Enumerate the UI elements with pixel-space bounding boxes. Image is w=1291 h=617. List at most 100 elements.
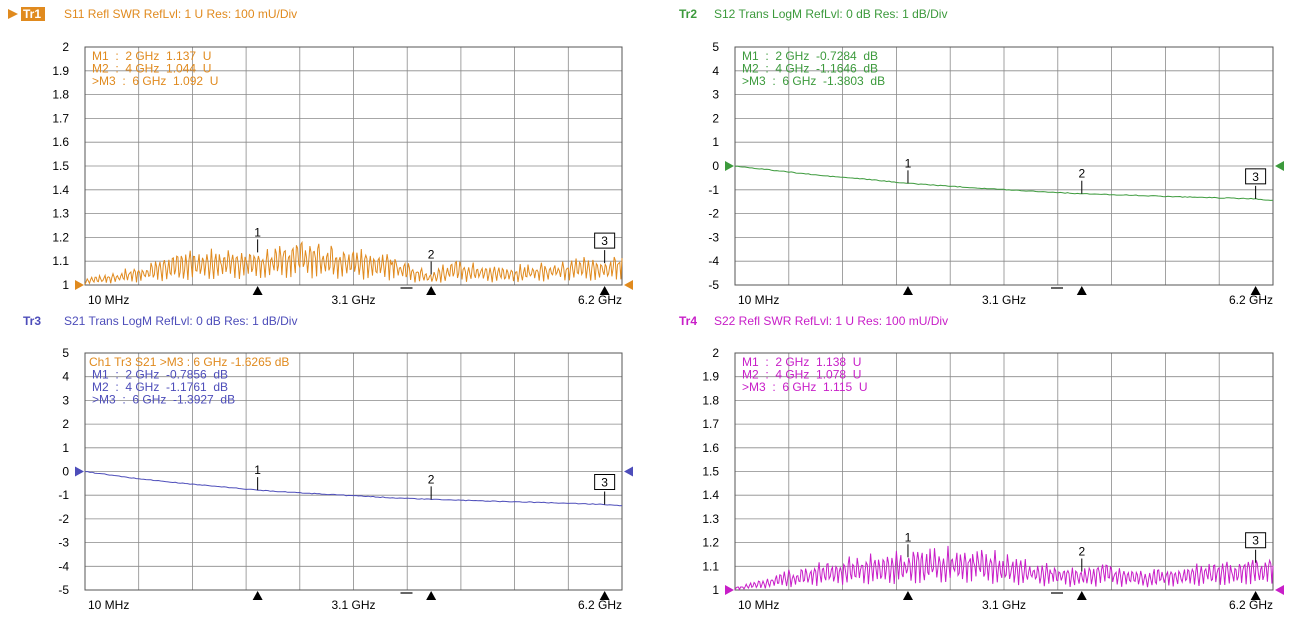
- y-tick-label: 2: [62, 417, 69, 431]
- y-tick-label: 0: [62, 465, 69, 479]
- trace-line: [734, 545, 1274, 591]
- marker-readout-line: M2 : 4 GHz -1.1646 dB: [742, 62, 878, 76]
- trace-panel-tr2: Tr2 S12 Trans LogM RefLvl: 0 dB Res: 1 dB…: [679, 7, 1284, 307]
- y-tick-label: -1: [708, 183, 719, 197]
- y-tick-label: 2: [712, 111, 719, 125]
- marker-readout-line: M2 : 4 GHz 1.078 U: [742, 368, 861, 382]
- marker-position-triangle-icon[interactable]: [426, 591, 437, 600]
- y-tick-label: 1.8: [702, 393, 719, 407]
- active-marker-box: [1245, 168, 1267, 185]
- marker-readout-line: M2 : 4 GHz 1.044 U: [92, 62, 211, 76]
- x-tick-label-stop: 6.2 GHz: [578, 598, 622, 612]
- marker-label: 1: [254, 225, 261, 239]
- marker-2[interactable]: 2: [428, 248, 435, 275]
- marker-position-triangle-icon[interactable]: [902, 591, 913, 600]
- y-tick-label: -5: [708, 278, 719, 292]
- reference-level-left-arrow-icon[interactable]: [725, 585, 734, 595]
- active-marker-box: [594, 474, 616, 491]
- marker-2[interactable]: 2: [428, 472, 435, 500]
- marker-label: 1: [905, 530, 912, 544]
- active-trace-tag-bg: [21, 7, 45, 21]
- marker-readout-line: M2 : 4 GHz -1.1761 dB: [92, 380, 228, 394]
- y-tick-label: 1.8: [52, 88, 69, 102]
- y-tick-label: 1: [62, 441, 69, 455]
- marker-readout-line: >M3 : 6 GHz -1.3927 dB: [92, 393, 235, 407]
- marker-readout-line: >M3 : 6 GHz -1.3803 dB: [742, 74, 885, 88]
- x-tick-label-stop: 6.2 GHz: [578, 293, 622, 307]
- marker-position-triangle-icon[interactable]: [1076, 286, 1087, 295]
- y-tick-label: -3: [58, 536, 69, 550]
- x-tick-label-stop: 6.2 GHz: [1229, 293, 1273, 307]
- marker-3[interactable]: 3: [594, 474, 616, 505]
- marker-readout-line: M1 : 2 GHz 1.138 U: [742, 355, 861, 369]
- trace-tag[interactable]: Tr4: [679, 314, 697, 328]
- trace-panel-tr4: Tr4 S22 Refl SWR RefLvl: 1 U Res: 100 mU/…: [679, 314, 1284, 612]
- marker-position-triangle-icon[interactable]: [1076, 591, 1087, 600]
- marker-position-triangle-icon[interactable]: [902, 286, 913, 295]
- reference-level-right-arrow-icon[interactable]: [1275, 585, 1284, 595]
- y-tick-label: -2: [58, 512, 69, 526]
- x-tick-label-start: 10 MHz: [738, 598, 779, 612]
- marker-position-triangle-icon[interactable]: [426, 286, 437, 295]
- reference-level-left-arrow-icon[interactable]: [75, 280, 84, 290]
- y-tick-label: 1.5: [702, 465, 719, 479]
- trace-line: [734, 165, 1274, 201]
- marker-position-triangle-icon[interactable]: [252, 591, 263, 600]
- marker-readout-line: M1 : 2 GHz -0.7856 dB: [92, 368, 228, 382]
- y-tick-label: 1.9: [52, 64, 69, 78]
- trace-tag[interactable]: Tr1: [23, 7, 41, 21]
- marker-position-triangle-icon[interactable]: [1250, 286, 1261, 295]
- reference-level-right-arrow-icon[interactable]: [624, 280, 633, 290]
- y-tick-label: 3: [712, 88, 719, 102]
- reference-level-right-arrow-icon[interactable]: [1275, 161, 1284, 171]
- marker-3[interactable]: 3: [1245, 532, 1267, 563]
- reference-level-left-arrow-icon[interactable]: [75, 466, 84, 477]
- marker-1[interactable]: 1: [254, 463, 261, 491]
- marker-position-triangle-icon[interactable]: [252, 286, 263, 295]
- y-tick-label: 2: [62, 40, 69, 54]
- grid: [84, 46, 623, 286]
- trace-panel-tr3: Tr3 S21 Trans LogM RefLvl: 0 dB Res: 1 dB…: [23, 314, 633, 612]
- grid-border: [84, 46, 623, 286]
- marker-2[interactable]: 2: [1078, 545, 1085, 572]
- y-tick-label: 2: [712, 346, 719, 360]
- y-tick-label: 4: [712, 64, 719, 78]
- trace-header: S21 Trans LogM RefLvl: 0 dB Res: 1 dB/Di…: [64, 314, 297, 328]
- marker-position-triangle-icon[interactable]: [1250, 591, 1261, 600]
- y-tick-label: 1.3: [52, 207, 69, 221]
- marker-position-triangle-icon[interactable]: [599, 591, 610, 600]
- reference-level-right-arrow-icon[interactable]: [624, 466, 633, 477]
- x-tick-label-center: 3.1 GHz: [331, 293, 375, 307]
- trace-tag[interactable]: Tr2: [679, 7, 697, 21]
- grid-border: [734, 352, 1274, 591]
- marker-label: 3: [1252, 534, 1259, 548]
- marker-3[interactable]: 3: [1245, 168, 1267, 199]
- marker-label: 1: [254, 463, 261, 477]
- active-trace-arrow-icon: [8, 9, 18, 19]
- y-tick-label: 3: [62, 393, 69, 407]
- marker-position-triangle-icon[interactable]: [599, 286, 610, 295]
- marker-label: 3: [601, 234, 608, 248]
- marker-label: 2: [1078, 167, 1085, 181]
- y-tick-label: 1.7: [52, 111, 69, 125]
- y-tick-label: 1.1: [52, 254, 69, 268]
- y-tick-label: 1.2: [52, 230, 69, 244]
- marker-1[interactable]: 1: [905, 156, 912, 184]
- trace-tag[interactable]: Tr3: [23, 314, 41, 328]
- x-tick-label-center: 3.1 GHz: [982, 598, 1026, 612]
- marker-2[interactable]: 2: [1078, 167, 1085, 194]
- marker-label: 2: [428, 472, 435, 486]
- y-tick-label: 1.7: [702, 417, 719, 431]
- trace-line: [84, 240, 623, 285]
- marker-readout-line: M1 : 2 GHz 1.137 U: [92, 49, 211, 63]
- trace-panel-tr1: Tr1 S11 Refl SWR RefLvl: 1 U Res: 100 mU/…: [8, 7, 633, 307]
- marker-readout-line: M1 : 2 GHz -0.7284 dB: [742, 49, 878, 63]
- marker-1[interactable]: 1: [905, 530, 912, 558]
- y-tick-label: 1.6: [702, 441, 719, 455]
- marker-3[interactable]: 3: [594, 232, 616, 264]
- active-marker-box: [1245, 532, 1267, 549]
- marker-1[interactable]: 1: [254, 225, 261, 253]
- y-tick-label: 1.6: [52, 135, 69, 149]
- marker-label: 3: [1252, 170, 1259, 184]
- reference-level-left-arrow-icon[interactable]: [725, 161, 734, 171]
